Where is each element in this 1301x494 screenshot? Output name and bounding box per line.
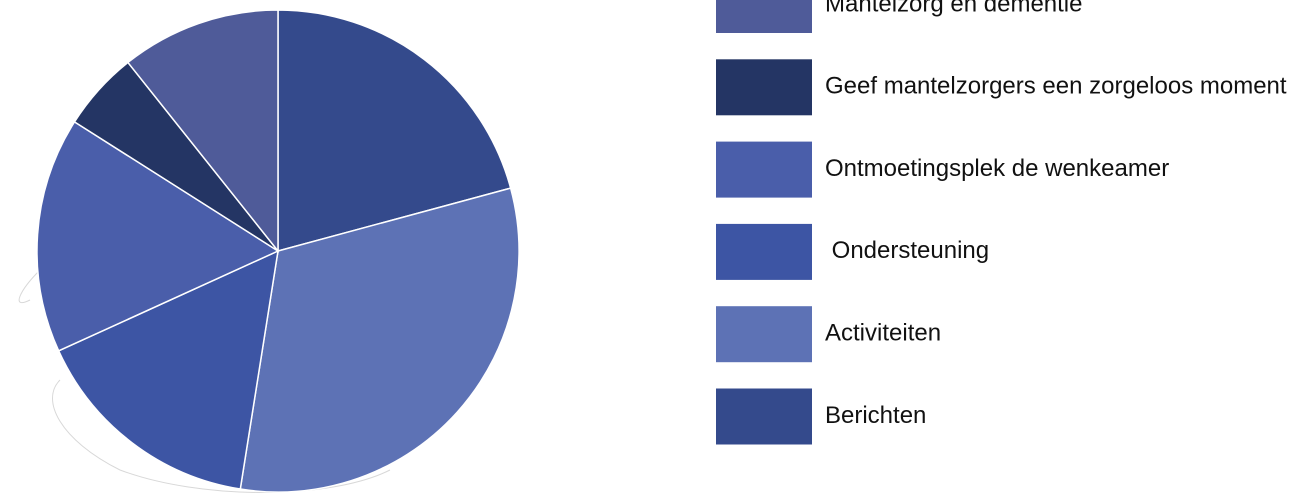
legend-swatch [716,224,812,280]
legend-swatch [716,142,812,198]
legend-label: Ondersteuning [825,237,989,264]
legend-label: Activiteiten [825,320,941,347]
legend: Mantelzorg en dementie Geef mantelzorgers… [716,0,1287,445]
legend-swatch [716,0,812,33]
chart: Mantelzorg en dementie Geef mantelzorgers… [0,0,1301,494]
pie [37,10,519,492]
legend-label: Berichten [825,402,926,429]
legend-label: Geef mantelzorgers een zorgeloos moment [825,73,1287,100]
legend-swatch [716,389,812,445]
legend-label: Ontmoetingsplek de wenkeamer [825,155,1169,182]
legend-label: Mantelzorg en dementie [825,0,1082,17]
legend-swatch [716,59,812,115]
legend-swatch [716,306,812,362]
page: Mantelzorg en dementie Geef mantelzorgers… [0,0,1301,494]
